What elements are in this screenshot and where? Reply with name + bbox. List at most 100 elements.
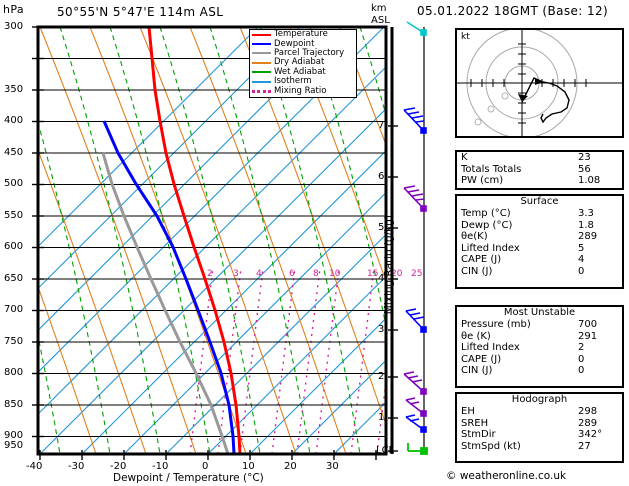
row-value: 1.8 <box>578 219 594 231</box>
mixing-ratio-axis-label: Mixing Ratio (g/kg) <box>383 215 395 315</box>
pressure-tick: 950 <box>4 440 24 451</box>
altitude-tick: 3 <box>378 324 385 335</box>
altitude-tick-marks <box>388 125 398 452</box>
surface-table: Surface Temp (°C) 3.3 Dewp (°C) 1.8 θe(K… <box>455 194 624 289</box>
wind-barb <box>405 397 427 417</box>
hodograph-trace <box>540 81 570 124</box>
hodograph-storm-vector <box>521 77 544 103</box>
svg-text:8: 8 <box>313 269 319 279</box>
pressure-tick: 750 <box>4 336 24 347</box>
row-value: 27 <box>578 440 591 452</box>
temp-tick: -30 <box>68 461 85 472</box>
legend-label: Dewpoint <box>274 38 315 49</box>
parcel-trajectory-curve <box>101 152 230 454</box>
pressure-tick: 300 <box>4 21 24 32</box>
row-key: StmSpd (kt) <box>461 440 521 452</box>
table-row: StmSpd (kt) 27 <box>457 441 622 453</box>
wind-barb <box>403 185 427 212</box>
skewt-background-lines <box>38 27 386 454</box>
wind-barb <box>403 107 427 134</box>
x-axis-label: Dewpoint / Temperature (°C) <box>113 472 264 484</box>
legend-label: Dry Adiabat <box>274 57 325 68</box>
row-value: 4 <box>578 254 585 266</box>
row-key: Temp (°C) <box>461 208 511 219</box>
altitude-unit-label-2: ASL <box>371 15 390 26</box>
svg-text:25: 25 <box>411 269 422 279</box>
pressure-tick: 600 <box>4 241 24 252</box>
table-row: Dewp (°C) 1.8 <box>457 220 622 232</box>
row-key: K <box>461 152 468 163</box>
legend-swatch-isotherm <box>252 80 271 83</box>
row-value: 298 <box>578 406 598 417</box>
row-key: CAPE (J) <box>461 353 502 365</box>
row-value: 1.08 <box>578 175 601 187</box>
altitude-tick: 1 <box>378 412 385 423</box>
row-key: SREH <box>461 417 489 429</box>
pressure-tick: 800 <box>4 367 24 378</box>
svg-text:3: 3 <box>233 269 239 279</box>
row-key: Lifted Index <box>461 242 520 254</box>
legend: Temperature Dewpoint Parcel Trajectory D… <box>249 29 357 98</box>
temp-tick: -40 <box>26 461 43 472</box>
table-row: θe (K) 291 <box>457 331 622 343</box>
temp-tick: -20 <box>110 461 127 472</box>
row-key: Lifted Index <box>461 342 520 354</box>
svg-text:20: 20 <box>391 269 403 279</box>
row-value: 23 <box>578 152 591 163</box>
surface-table-title: Surface <box>520 196 559 207</box>
altitude-tick: 2 <box>378 371 385 382</box>
row-key: CIN (J) <box>461 365 493 377</box>
legend-item-temperature: Temperature <box>250 30 356 39</box>
temperature-curve <box>147 27 242 454</box>
table-row: CIN (J) 0 <box>457 266 622 278</box>
row-value: 5 <box>578 242 585 254</box>
temp-tick: 10 <box>242 461 255 472</box>
table-row: θe(K) 289 <box>457 231 622 243</box>
row-value: 342° <box>578 429 603 441</box>
hodograph-storm-marker <box>535 79 543 85</box>
row-key: EH <box>461 406 475 417</box>
lcl-label: LCL <box>376 445 395 456</box>
temp-tick: 20 <box>284 461 297 472</box>
pressure-tick: 350 <box>4 84 24 95</box>
wind-barb <box>406 21 427 36</box>
svg-text:10: 10 <box>329 269 341 279</box>
legend-item-isotherm: Isotherm <box>250 77 356 86</box>
row-value: 700 <box>578 319 598 330</box>
table-row: EH 298 <box>457 406 622 418</box>
row-key: CIN (J) <box>461 265 493 277</box>
row-value: 0 <box>578 265 585 277</box>
altitude-tick: 4 <box>378 273 385 284</box>
hodograph-unit-label: kt <box>461 32 470 42</box>
table-row: Pressure (mb) 700 <box>457 319 622 331</box>
legend-item-mixing-ratio: Mixing Ratio <box>250 86 356 95</box>
row-value: 289 <box>578 231 598 243</box>
row-key: θe(K) <box>461 231 488 243</box>
indices-table: K 23 Totals Totals 56 PW (cm) 1.08 <box>455 150 624 190</box>
legend-item-dewpoint: Dewpoint <box>250 39 356 48</box>
pressure-tick-marks <box>32 26 44 438</box>
legend-label: Mixing Ratio <box>274 85 327 96</box>
table-row: CAPE (J) 0 <box>457 354 622 366</box>
legend-swatch-parcel <box>252 52 271 55</box>
plot-frame <box>36 25 388 456</box>
pressure-unit-label: hPa <box>3 3 25 16</box>
wind-barb <box>403 371 427 395</box>
pressure-tick: 850 <box>4 399 24 410</box>
legend-item-parcel-trajectory: Parcel Trajectory <box>250 48 356 58</box>
row-key: θe (K) <box>461 330 491 342</box>
table-row: CAPE (J) 4 <box>457 254 622 266</box>
wet-adiabat-lines <box>38 27 386 454</box>
temperature-tick-marks <box>39 450 377 460</box>
temp-tick: -10 <box>152 461 169 472</box>
wind-barb <box>405 414 427 433</box>
legend-label: Temperature <box>274 29 328 40</box>
row-key: Pressure (mb) <box>461 319 531 330</box>
row-key: Totals Totals <box>461 163 522 175</box>
row-value: 2 <box>578 342 585 354</box>
legend-swatch-mixing-ratio <box>252 89 271 93</box>
temp-tick: 0 <box>202 461 209 472</box>
table-row: Temp (°C) 3.3 <box>457 208 622 220</box>
legend-label: Wet Adiabat <box>274 66 326 77</box>
altitude-unit-label-1: km <box>371 3 387 14</box>
